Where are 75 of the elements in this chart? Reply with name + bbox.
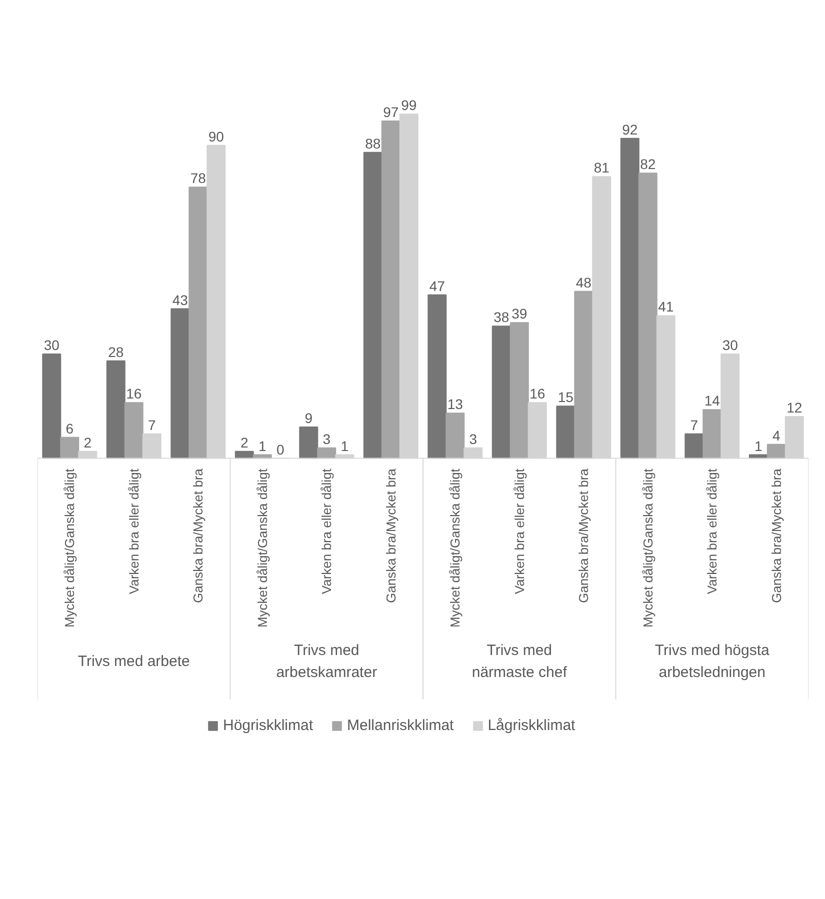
data-label: 16 [530, 386, 546, 402]
data-label: 13 [447, 396, 464, 412]
bar [363, 152, 382, 459]
bar [510, 322, 529, 459]
data-label: 97 [383, 104, 399, 120]
x-tick-label: Mycket dåligt/Ganska dåligt [62, 468, 78, 628]
data-label: 2 [84, 434, 92, 450]
bar [381, 120, 400, 459]
data-label: 90 [208, 128, 224, 144]
text: Trivs med närmaste chef [472, 642, 568, 681]
data-label: 1 [340, 438, 349, 454]
data-label: 82 [640, 156, 656, 172]
data-label: 47 [429, 278, 446, 294]
x-tick-label: Mycket dåligt/Ganska dåligt [254, 468, 270, 628]
x-tick-label: Mycket dåligt/Ganska dåligt [448, 468, 463, 628]
data-label: 88 [365, 135, 381, 152]
data-label: 3 [322, 430, 331, 447]
bar [574, 290, 594, 459]
data-label: 15 [558, 389, 574, 406]
data-label: 30 [722, 336, 738, 353]
data-label: 48 [576, 274, 592, 290]
data-label: 7 [690, 416, 698, 433]
data-label: 78 [190, 170, 206, 186]
data-label: 7 [148, 416, 156, 433]
bar [106, 360, 126, 459]
data-label: 9 [304, 410, 313, 426]
x-tick-label: Mycket dåligt/Ganska dåligt [640, 468, 656, 628]
data-label: 41 [658, 298, 674, 315]
x-tick-label: Ganska bra/Mycket bra [383, 468, 398, 603]
bar [299, 426, 318, 459]
text: Trivs med arbetskamrater [276, 642, 378, 681]
x-tick-label: Varken bra eller dåligt [704, 468, 720, 594]
bar [638, 172, 658, 459]
bar [446, 412, 465, 459]
x-tick-label: Varken bra eller dåligt [512, 468, 527, 594]
data-label: 14 [704, 392, 720, 409]
data-label: 43 [172, 292, 188, 308]
data-label: 92 [622, 121, 638, 138]
bar [492, 326, 511, 459]
bar [684, 433, 704, 459]
data-label: 0 [276, 441, 284, 458]
text: Trivs med högsta arbetsledningen [654, 642, 770, 681]
data-label: 38 [494, 309, 510, 326]
data-label: 30 [44, 336, 60, 353]
legend-label: Mellanriskklimat [347, 717, 454, 734]
bar [124, 402, 144, 459]
bar [188, 186, 208, 459]
legend-label: Högriskklimat [223, 717, 314, 734]
x-tick-label: Ganska bra/Mycket bra [190, 468, 206, 603]
data-label: 6 [66, 420, 74, 436]
x-tick-label: Varken bra eller dåligt [319, 468, 334, 594]
x-tick-label: Ganska bra/Mycket bra [576, 468, 592, 603]
bar [620, 138, 640, 459]
bar [556, 406, 576, 459]
data-label: 12 [786, 400, 802, 416]
data-label: 16 [126, 386, 142, 402]
x-tick-label: Varken bra eller dåligt [126, 468, 142, 594]
data-label: 39 [512, 306, 528, 322]
text: Trivs med arbete [78, 652, 190, 670]
data-label: 81 [594, 160, 610, 176]
data-label: 2 [240, 434, 248, 450]
bar [42, 353, 62, 459]
bar [702, 409, 722, 459]
data-label: 4 [772, 427, 780, 444]
data-label: 1 [754, 438, 762, 454]
x-tick-label: Ganska bra/Mycket bra [768, 468, 784, 603]
data-label: 3 [469, 430, 478, 447]
bar [428, 294, 447, 459]
bar [60, 436, 80, 459]
data-label: 1 [258, 438, 266, 454]
data-label: 99 [401, 97, 417, 114]
bar [170, 308, 190, 459]
legend-label: Lågriskklimat [488, 717, 576, 734]
bar [317, 447, 336, 459]
data-label: 28 [108, 344, 124, 360]
